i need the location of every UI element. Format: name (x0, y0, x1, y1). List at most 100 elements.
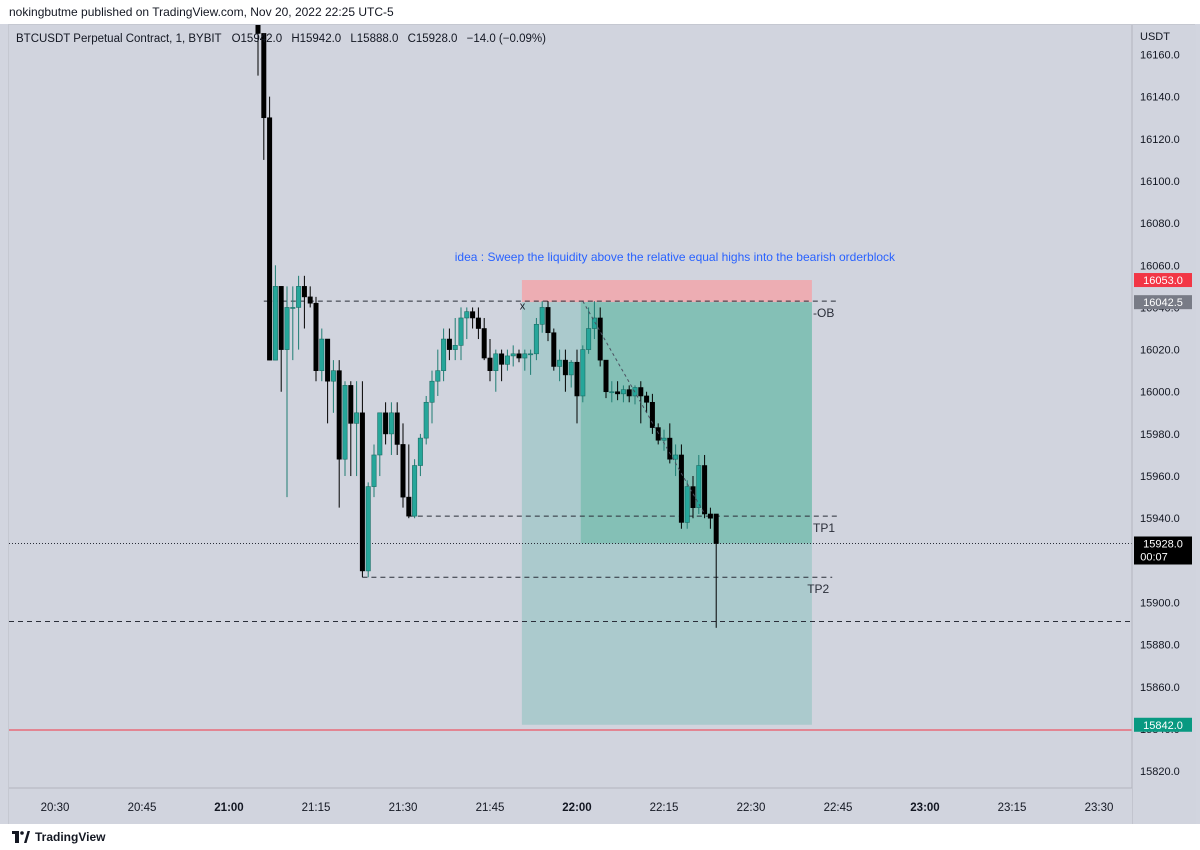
price-label-text: 16053.0 (1143, 275, 1183, 287)
chart-area[interactable]: -OB TP1 TP2 x idea : Sweep the liquidity ab… (8, 24, 1196, 825)
candle-body (365, 486, 371, 572)
candle (377, 412, 383, 477)
time-tick-label: 20:45 (128, 802, 157, 814)
annotations: x idea : Sweep the liquidity above the re… (455, 250, 896, 515)
candle (551, 328, 557, 371)
candle (429, 370, 435, 424)
level-label: TP1 (813, 521, 835, 535)
candle-body (510, 353, 516, 357)
price-axis-bg (1132, 25, 1196, 825)
x-mark: x (520, 300, 526, 312)
candle (690, 476, 696, 519)
time-tick-label: 21:30 (389, 802, 418, 814)
candle (510, 345, 516, 367)
candle-body (493, 353, 499, 371)
candle-body (435, 370, 441, 382)
candle-body (307, 296, 313, 304)
current-price-text: 15928.0 (1143, 539, 1183, 551)
candle-body (678, 454, 684, 523)
level-label: TP2 (807, 582, 829, 596)
candle (330, 360, 336, 413)
candle (522, 349, 528, 371)
time-tick-label: 22:15 (650, 802, 679, 814)
candle (516, 349, 522, 363)
candle-body (528, 353, 534, 356)
candle-body (412, 465, 418, 517)
candle (707, 507, 713, 529)
candle-body (278, 286, 284, 350)
candle-body (603, 359, 609, 393)
candle-body (673, 454, 679, 460)
time-tick-label: 22:30 (737, 802, 766, 814)
candle (406, 444, 412, 519)
candle (446, 328, 452, 361)
tradingview-logo[interactable]: TradingView (12, 824, 105, 850)
candle-body (475, 317, 481, 329)
ohlc-close: C15928.0 (408, 33, 458, 45)
candle-body (626, 389, 632, 397)
candle (423, 395, 429, 445)
level-label: -OB (813, 306, 834, 320)
candle-body (284, 307, 290, 350)
candle (255, 25, 261, 76)
candle (696, 454, 702, 514)
time-axis[interactable]: 20:30 20:45 21:00 21:15 21:30 21:45 22:00 22:15… (9, 787, 1132, 825)
candle (278, 286, 284, 392)
candle-body (481, 328, 487, 359)
candle-body (388, 412, 394, 435)
candle-body (330, 370, 336, 382)
candle (678, 444, 684, 529)
time-tick-label: 21:45 (476, 802, 505, 814)
candle (586, 307, 592, 354)
candle (702, 454, 708, 519)
price-tick-label: 15860.0 (1140, 682, 1180, 694)
candle-body (702, 465, 708, 515)
price-tick-label: 16160.0 (1140, 50, 1180, 62)
position-zones (521, 280, 812, 725)
candle-body (649, 401, 655, 428)
candles (255, 25, 719, 628)
time-axis-bg (9, 788, 1132, 825)
candle-body (296, 286, 302, 308)
candle-body (394, 412, 400, 445)
candle (591, 301, 597, 340)
price-label-box: 15842.0 (1134, 717, 1192, 732)
trend-line (582, 300, 706, 515)
price-axis[interactable]: USDT15820.015840.015860.015880.015900.01… (1131, 25, 1196, 825)
candle (562, 349, 568, 392)
candle-body (580, 349, 586, 397)
candle (296, 275, 302, 350)
candle (649, 393, 655, 434)
tradingview-logo-icon (12, 831, 30, 843)
candle (307, 286, 313, 308)
candle (620, 385, 626, 403)
publish-info-bar: nokingbutme published on TradingView.com… (0, 0, 1200, 24)
price-tick-label: 16100.0 (1140, 176, 1180, 188)
candle-body (301, 286, 307, 298)
candle (435, 349, 441, 396)
candle-body (342, 385, 348, 460)
candle (533, 317, 539, 361)
candle (609, 381, 615, 403)
time-tick-label: 22:45 (824, 802, 853, 814)
candle (580, 345, 586, 403)
candle-body (713, 513, 719, 544)
candle-body (644, 395, 650, 403)
candle-body (423, 401, 429, 439)
candle-body (522, 353, 528, 359)
candle (336, 360, 342, 508)
candle-body (551, 332, 557, 367)
candle (441, 328, 447, 382)
time-tick-label: 23:30 (1085, 802, 1114, 814)
footer-bar: TradingView (0, 824, 1200, 850)
symbol-legend: BTCUSDT Perpetual Contract, 1, BYBIT O15… (16, 33, 546, 45)
candle (452, 317, 458, 361)
candle-body (545, 307, 551, 334)
price-tick-label: 16060.0 (1140, 260, 1180, 272)
chart-canvas[interactable]: -OB TP1 TP2 x idea : Sweep the liquidity ab… (9, 25, 1196, 825)
candle-body (446, 338, 452, 350)
tradingview-brand: TradingView (35, 830, 106, 844)
svg-text:BTCUSDT Perpetual Contract, 1,: BTCUSDT Perpetual Contract, 1, BYBIT O15… (16, 33, 546, 45)
price-tick-label: 16080.0 (1140, 218, 1180, 230)
current-price-bg (1134, 536, 1192, 565)
